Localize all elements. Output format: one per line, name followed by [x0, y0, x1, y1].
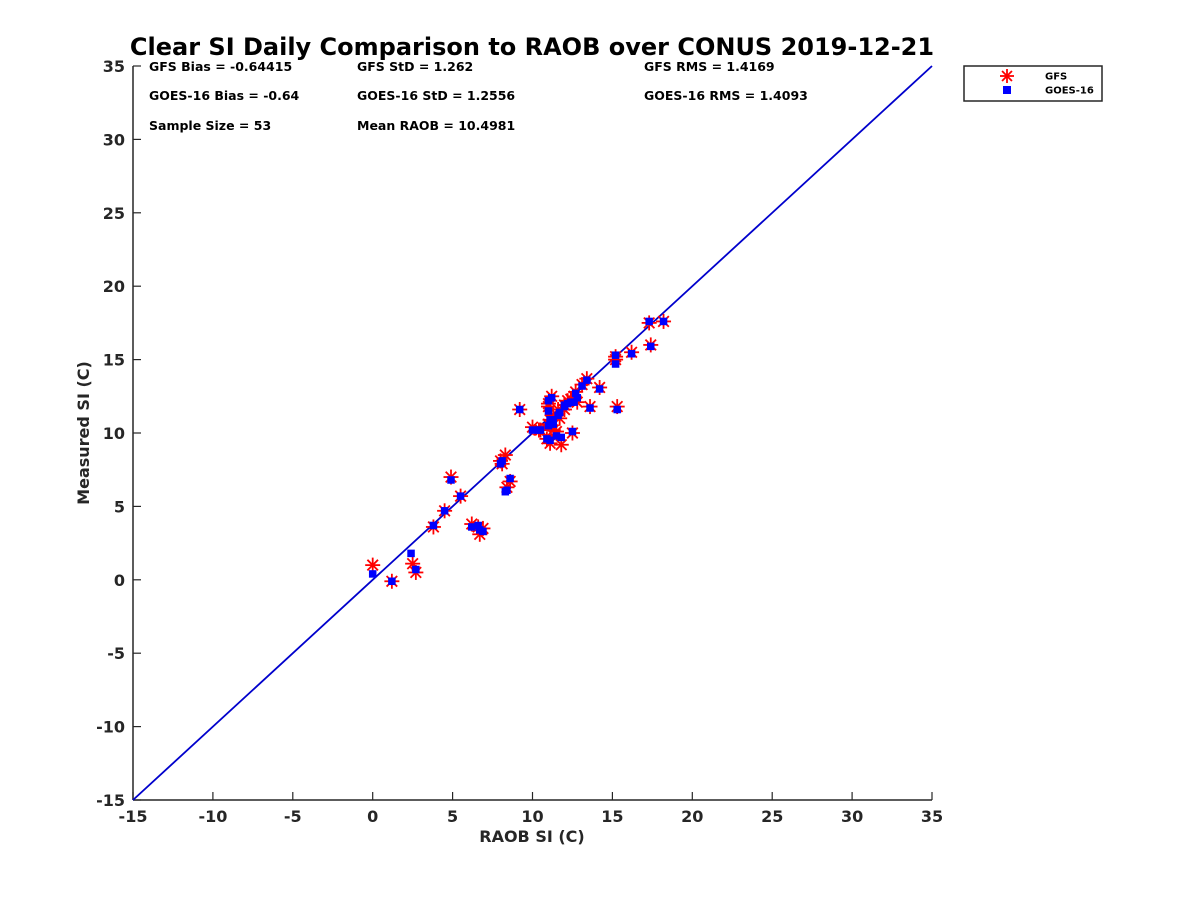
goes16-point [573, 394, 581, 402]
goes16-point [468, 523, 476, 531]
x-axis-label: RAOB SI (C) [479, 827, 584, 846]
y-tick-label: 25 [103, 204, 125, 223]
legend-box [963, 65, 1103, 102]
y-tick-label: 5 [114, 497, 125, 516]
y-tick-label: 15 [103, 351, 125, 370]
stat-text: GOES-16 Bias = -0.64 [149, 88, 300, 103]
stat-text: GFS RMS = 1.4169 [644, 59, 775, 74]
goes16-point [388, 577, 396, 586]
gfs-point [365, 557, 381, 573]
x-tick-label: 20 [681, 807, 703, 826]
goes16-point [552, 432, 561, 440]
goes16-point [447, 476, 455, 484]
goes16-point [546, 436, 554, 445]
goes16-point [595, 385, 604, 393]
legend: GFS GOES-16 [963, 65, 1103, 102]
goes16-point [479, 527, 487, 536]
stat-text: GFS StD = 1.262 [357, 59, 473, 74]
x-tick-label: 5 [447, 807, 458, 826]
goes16-point [474, 521, 482, 530]
goes16-point [586, 404, 594, 412]
x-tick-label: 10 [521, 807, 543, 826]
x-tick-label: -15 [119, 807, 148, 826]
statistics-annotations: GFS Bias = -0.64415 GFS StD = 1.262 GFS RM… [149, 59, 808, 133]
goes16-point [627, 349, 636, 358]
stat-text: Sample Size = 53 [149, 118, 271, 133]
goes16-point [498, 457, 506, 465]
y-tick-label: 10 [103, 424, 125, 443]
goes16-point [647, 342, 655, 351]
goes16-point [506, 474, 514, 483]
goes16-point [515, 405, 524, 414]
goes16-point [368, 570, 377, 578]
goes16-point [568, 427, 577, 436]
x-tick-label: 25 [761, 807, 783, 826]
y-tick-label: -5 [107, 644, 125, 663]
goes16-point [578, 382, 586, 390]
goes16-point [611, 360, 620, 368]
x-tick-label: 0 [367, 807, 378, 826]
goes16-point [503, 486, 511, 495]
x-tick-label: -10 [198, 807, 227, 826]
goes16-point [429, 521, 438, 530]
goes16-point [571, 389, 580, 398]
goes16-point [440, 507, 449, 515]
goes16-point [412, 565, 420, 574]
x-tick-label: 35 [921, 807, 943, 826]
goes16-point [544, 407, 553, 415]
y-tick-label: 35 [103, 57, 125, 76]
goes16-point [456, 492, 465, 500]
stat-text: Mean RAOB = 10.4981 [357, 118, 515, 133]
x-tick-label: -5 [284, 807, 302, 826]
stat-text: GOES-16 RMS = 1.4093 [644, 88, 808, 103]
goes16-point [645, 317, 653, 326]
goes16-point [536, 426, 545, 434]
x-tick-label: 15 [601, 807, 623, 826]
goes16-point [544, 421, 553, 430]
data-points [365, 313, 672, 589]
goes16-point [613, 405, 621, 414]
y-axis-label: Measured SI (C) [74, 361, 93, 505]
legend-label: GOES-16 [1045, 86, 1094, 97]
y-tick-label: -10 [96, 718, 125, 737]
goes16-point [567, 398, 575, 406]
y-tick-label: -15 [96, 791, 125, 810]
chart-title: Clear SI Daily Comparison to RAOB over C… [130, 33, 934, 61]
goes16-point [528, 426, 537, 434]
axes: -15 -10 -5 0 5 10 15 20 25 30 35 -15 -10 -5 0 5 10 15 20 25… [96, 57, 943, 826]
stat-text: GOES-16 StD = 1.2556 [357, 88, 515, 103]
y-tick-label: 20 [103, 277, 125, 296]
goes16-point [557, 433, 566, 442]
goes16-point [549, 416, 558, 424]
legend-label: GFS [1045, 72, 1067, 83]
goes16-point [554, 411, 562, 420]
goes16-point [549, 420, 558, 428]
y-tick-label: 30 [103, 130, 125, 149]
goes16-point [611, 351, 620, 359]
goes16-point [407, 549, 415, 558]
goes16-point [547, 394, 556, 402]
y-tick-label: 0 [114, 571, 125, 590]
x-tick-label: 30 [841, 807, 863, 826]
goes16-point [659, 317, 668, 326]
legend-goes16-marker [1003, 86, 1011, 94]
stat-text: GFS Bias = -0.64415 [149, 59, 292, 74]
goes16-point [560, 401, 569, 409]
legend-gfs-marker [1000, 69, 1014, 83]
goes16-point [583, 376, 591, 384]
